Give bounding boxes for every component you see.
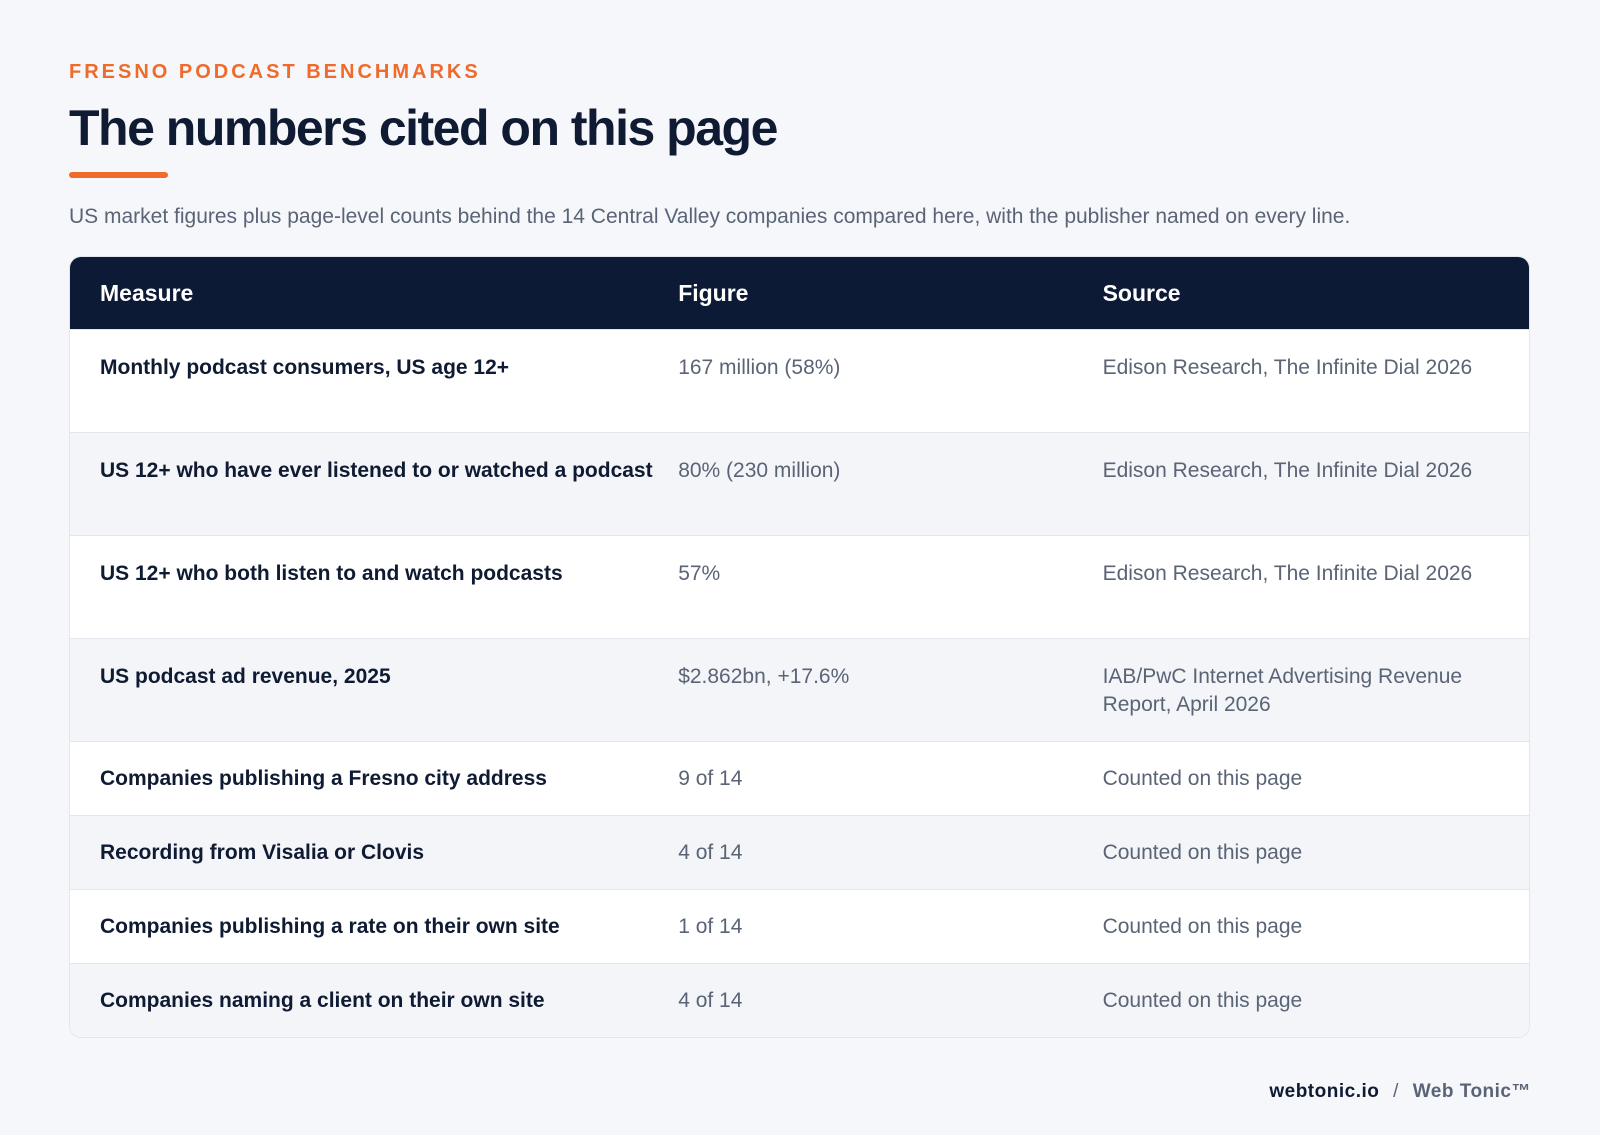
- footer-brand: Web Tonic™: [1412, 1081, 1531, 1102]
- cell-source: Counted on this page: [1102, 989, 1303, 1012]
- page-title: The numbers cited on this page: [69, 100, 778, 156]
- cell-measure: Companies publishing a Fresno city addre…: [100, 767, 547, 790]
- cell-figure: 4 of 14: [678, 989, 743, 1012]
- cell-measure: US podcast ad revenue, 2025: [100, 665, 391, 688]
- table-row: US 12+ who have ever listened to or watc…: [70, 432, 1529, 535]
- table-header: Measure Figure Source: [70, 257, 1529, 329]
- cell-source: IAB/PwC Internet Advertising Revenue Rep…: [1102, 665, 1463, 716]
- table-row: US 12+ who both listen to and watch podc…: [70, 535, 1529, 638]
- cell-source: Counted on this page: [1102, 915, 1303, 938]
- eyebrow-label: FRESNO PODCAST BENCHMARKS: [69, 61, 481, 83]
- cell-measure: Companies naming a client on their own s…: [100, 989, 545, 1012]
- table-row: Monthly podcast consumers, US age 12+ 16…: [70, 329, 1529, 432]
- footer-domain: webtonic.io: [1269, 1081, 1380, 1102]
- cell-measure: US 12+ who have ever listened to or watc…: [100, 459, 653, 482]
- cell-figure: 57%: [678, 562, 721, 585]
- table-row: US podcast ad revenue, 2025 $2.862bn, +1…: [70, 638, 1529, 741]
- cell-figure: 167 million (58%): [678, 356, 841, 379]
- cell-measure: US 12+ who both listen to and watch podc…: [100, 562, 563, 585]
- title-accent-bar: [69, 172, 168, 178]
- table-row: Companies naming a client on their own s…: [70, 963, 1529, 1037]
- cell-measure: Recording from Visalia or Clovis: [100, 841, 425, 864]
- cell-source: Counted on this page: [1102, 767, 1303, 790]
- benchmarks-table: Measure Figure Source Monthly podcast co…: [69, 256, 1530, 1038]
- cell-figure: 9 of 14: [678, 767, 743, 790]
- page-subtitle: US market figures plus page-level counts…: [69, 205, 1351, 228]
- cell-figure: 4 of 14: [678, 841, 743, 864]
- cell-source: Counted on this page: [1102, 841, 1303, 864]
- cell-measure: Monthly podcast consumers, US age 12+: [100, 356, 510, 379]
- footer-separator: /: [1393, 1081, 1399, 1102]
- table-row: Companies publishing a Fresno city addre…: [70, 741, 1529, 815]
- column-header-source: Source: [1102, 279, 1181, 306]
- cell-source: Edison Research, The Infinite Dial 2026: [1102, 356, 1473, 379]
- cell-source: Edison Research, The Infinite Dial 2026: [1102, 459, 1473, 482]
- cell-figure: $2.862bn, +17.6%: [678, 665, 850, 688]
- column-header-figure: Figure: [678, 279, 749, 306]
- cell-figure: 1 of 14: [678, 915, 743, 938]
- cell-measure: Companies publishing a rate on their own…: [100, 915, 560, 938]
- table-row: Recording from Visalia or Clovis 4 of 14…: [70, 815, 1529, 889]
- footer-credit: webtonic.io / Web Tonic™: [1269, 1080, 1531, 1104]
- table-row: Companies publishing a rate on their own…: [70, 889, 1529, 963]
- column-header-measure: Measure: [100, 279, 194, 306]
- cell-source: Edison Research, The Infinite Dial 2026: [1102, 562, 1473, 585]
- cell-figure: 80% (230 million): [678, 459, 841, 482]
